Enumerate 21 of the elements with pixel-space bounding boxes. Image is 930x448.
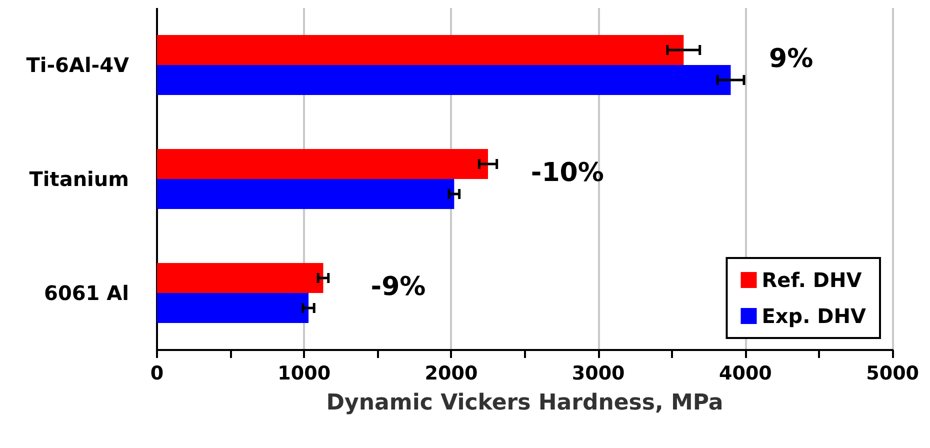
x-tick-label: 3000 <box>572 362 625 384</box>
legend-label: Exp. DHV <box>762 304 867 328</box>
y-tick-label: Ti-6Al-4V <box>26 53 130 77</box>
x-tick-label: 5000 <box>866 362 920 384</box>
y-tick-label: Titanium <box>29 167 129 191</box>
x-tick-label: 0 <box>150 362 164 384</box>
x-axis-title: Dynamic Vickers Hardness, MPa <box>326 390 724 416</box>
bar <box>157 149 488 179</box>
bar <box>157 263 324 293</box>
x-tick-label: 1000 <box>278 362 331 384</box>
bar <box>157 35 684 65</box>
bar <box>157 293 309 323</box>
annotation: -10% <box>530 158 604 188</box>
bar <box>157 179 454 209</box>
annotation: -9% <box>370 272 426 302</box>
bar <box>157 65 731 95</box>
legend-label: Ref. DHV <box>762 268 862 292</box>
x-tick-label: 4000 <box>719 362 772 384</box>
x-tick-label: 2000 <box>424 362 478 384</box>
annotation: 9% <box>768 44 814 74</box>
y-tick-label: 6061 Al <box>44 281 129 305</box>
